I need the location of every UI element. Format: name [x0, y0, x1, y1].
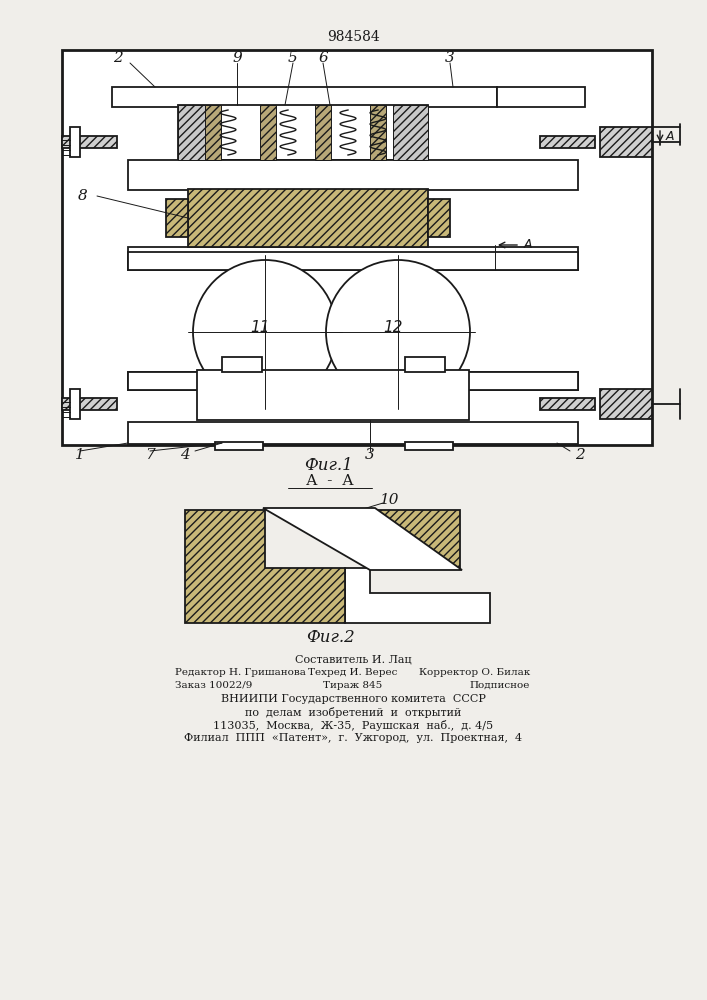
Text: 5: 5: [288, 51, 298, 65]
Bar: [260, 105, 276, 160]
Circle shape: [193, 260, 337, 404]
Bar: [178, 105, 428, 160]
Bar: [128, 160, 578, 190]
Bar: [315, 105, 331, 160]
Bar: [370, 105, 386, 160]
Bar: [497, 87, 585, 107]
Bar: [393, 105, 428, 160]
Text: 113035,  Москва,  Ж-35,  Раушская  наб.,  д. 4/5: 113035, Москва, Ж-35, Раушская наб., д. …: [213, 720, 493, 731]
Bar: [215, 442, 263, 450]
Text: 7: 7: [145, 448, 155, 462]
Text: Корректор О. Билак: Корректор О. Билак: [419, 668, 530, 677]
Bar: [222, 357, 262, 372]
Bar: [600, 389, 652, 419]
Text: А  -  А: А - А: [306, 474, 354, 488]
Text: 11: 11: [250, 320, 270, 334]
Text: Заказ 10022/9: Заказ 10022/9: [175, 681, 252, 690]
Bar: [600, 127, 652, 157]
Bar: [62, 136, 117, 148]
Bar: [128, 422, 578, 444]
Text: 984584: 984584: [327, 30, 380, 44]
Bar: [128, 372, 578, 390]
Text: А: А: [524, 238, 532, 251]
Text: 2: 2: [113, 51, 123, 65]
Text: 12: 12: [383, 320, 403, 334]
Text: 1: 1: [75, 448, 85, 462]
Polygon shape: [185, 510, 345, 623]
Text: Тираж 845: Тираж 845: [323, 681, 382, 690]
Bar: [405, 442, 453, 450]
Bar: [128, 372, 578, 390]
Bar: [405, 357, 445, 372]
Text: Составитель И. Лац: Составитель И. Лац: [295, 654, 411, 664]
Text: 6: 6: [318, 51, 328, 65]
Text: по  делам  изобретений  и  открытий: по делам изобретений и открытий: [245, 707, 461, 718]
Bar: [166, 199, 188, 237]
Bar: [540, 136, 595, 148]
Bar: [188, 189, 428, 247]
Bar: [205, 105, 221, 160]
Text: 2: 2: [575, 448, 585, 462]
Bar: [178, 105, 213, 160]
Text: А: А: [666, 130, 674, 143]
Text: Подписное: Подписное: [469, 681, 530, 690]
Bar: [62, 398, 117, 410]
Text: 10: 10: [380, 493, 399, 507]
Text: Филиал  ППП  «Патент»,  г.  Ужгород,  ул.  Проектная,  4: Филиал ППП «Патент», г. Ужгород, ул. Про…: [184, 733, 522, 743]
Bar: [112, 87, 497, 107]
Text: 9: 9: [232, 51, 242, 65]
Text: 3: 3: [365, 448, 375, 462]
Bar: [197, 370, 469, 420]
Bar: [428, 199, 450, 237]
Bar: [540, 398, 595, 410]
Text: 8: 8: [78, 189, 88, 203]
Text: Редактор Н. Гришанова: Редактор Н. Гришанова: [175, 668, 306, 677]
Bar: [128, 252, 578, 270]
Text: Фиг.1: Фиг.1: [303, 456, 352, 474]
Bar: [128, 247, 578, 270]
Bar: [70, 127, 80, 157]
Polygon shape: [370, 510, 460, 568]
Text: 3: 3: [445, 51, 455, 65]
Text: Техред И. Верес: Техред И. Верес: [308, 668, 397, 677]
Polygon shape: [263, 508, 462, 570]
Bar: [70, 389, 80, 419]
Text: ВНИИПИ Государственного комитета  СССР: ВНИИПИ Государственного комитета СССР: [221, 694, 486, 704]
Bar: [62, 50, 652, 445]
Text: Фиг.2: Фиг.2: [305, 629, 354, 646]
Text: 4: 4: [180, 448, 190, 462]
Polygon shape: [345, 568, 490, 623]
Circle shape: [326, 260, 470, 404]
